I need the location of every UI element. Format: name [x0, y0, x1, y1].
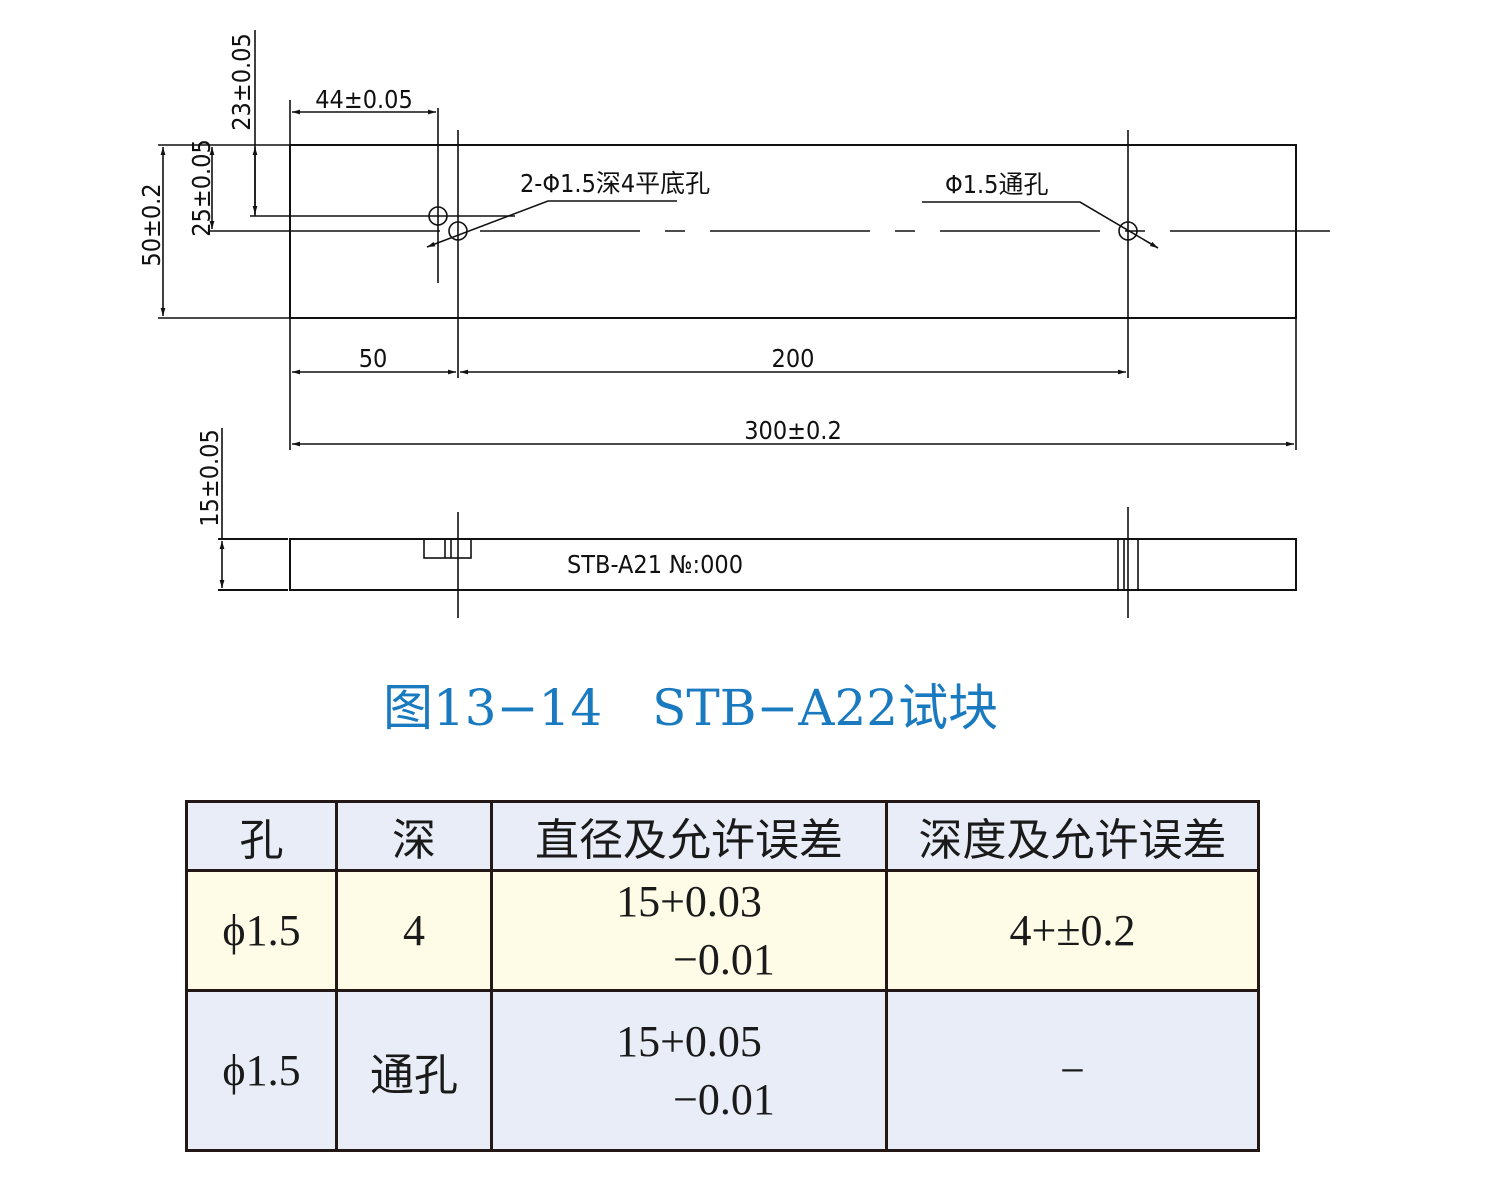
depth-cell: 4 [335, 869, 493, 992]
leader-line [922, 201, 1159, 249]
blind-hole-circle [428, 206, 448, 226]
dim-15: 15±0.05 [195, 429, 224, 527]
depth-tolerance-cell: − [885, 989, 1260, 1152]
technical-drawing: 2-Φ1.5深4平底孔 Φ1.5通孔 44±0.05 23±0.05 25±0.… [137, 30, 1330, 618]
note-through-hole: Φ1.5通孔 [945, 170, 1048, 199]
dim-300: 300±0.2 [744, 416, 842, 445]
figure-caption: 图13−14 STB−A22试块 [383, 679, 999, 737]
dim-44: 44±0.05 [315, 85, 413, 114]
hole-cell: ϕ1.5 [185, 869, 338, 992]
dim-50-height: 50±0.2 [137, 183, 166, 266]
block-side-view [289, 538, 1297, 591]
header-cell: 深度及允许误差 [885, 800, 1260, 872]
diameter-lower: −0.01 [673, 1074, 775, 1124]
depth-cell: 通孔 [335, 989, 493, 1152]
table-header-row: 孔 深 直径及允许误差 深度及允许误差 [185, 800, 1260, 872]
note-blind-hole: 2-Φ1.5深4平底孔 [520, 169, 710, 198]
leader-line [426, 200, 677, 248]
dim-200: 200 [772, 344, 815, 373]
table-row: ϕ1.5 4 15+0.03 −0.01 4+±0.2 [185, 869, 1260, 992]
diameter-lower: −0.01 [673, 934, 775, 984]
header-cell: 直径及允许误差 [490, 800, 888, 872]
block-marking: STB-A21 №:000 [567, 550, 743, 579]
header-cell: 孔 [185, 800, 338, 872]
dim-25: 25±0.05 [187, 139, 216, 237]
table-row: ϕ1.5 通孔 15+0.05 −0.01 − [185, 989, 1260, 1152]
diameter-cell: 15+0.05 −0.01 [490, 989, 888, 1152]
blind-hole-section [423, 538, 472, 559]
hole-spec-table: 孔 深 直径及允许误差 深度及允许误差 ϕ1.5 4 15+0.03 −0.01 … [185, 800, 1260, 1152]
depth-tolerance-cell: 4+±0.2 [885, 869, 1260, 992]
header-cell: 深 [335, 800, 493, 872]
hole-cell: ϕ1.5 [185, 989, 338, 1152]
diameter-upper: 15+0.05 [616, 1016, 762, 1066]
diameter-cell: 15+0.03 −0.01 [490, 869, 888, 992]
dim-50: 50 [359, 344, 388, 373]
through-hole-circle [1118, 221, 1138, 241]
diameter-upper: 15+0.03 [616, 876, 762, 926]
dim-23: 23±0.05 [227, 33, 256, 131]
